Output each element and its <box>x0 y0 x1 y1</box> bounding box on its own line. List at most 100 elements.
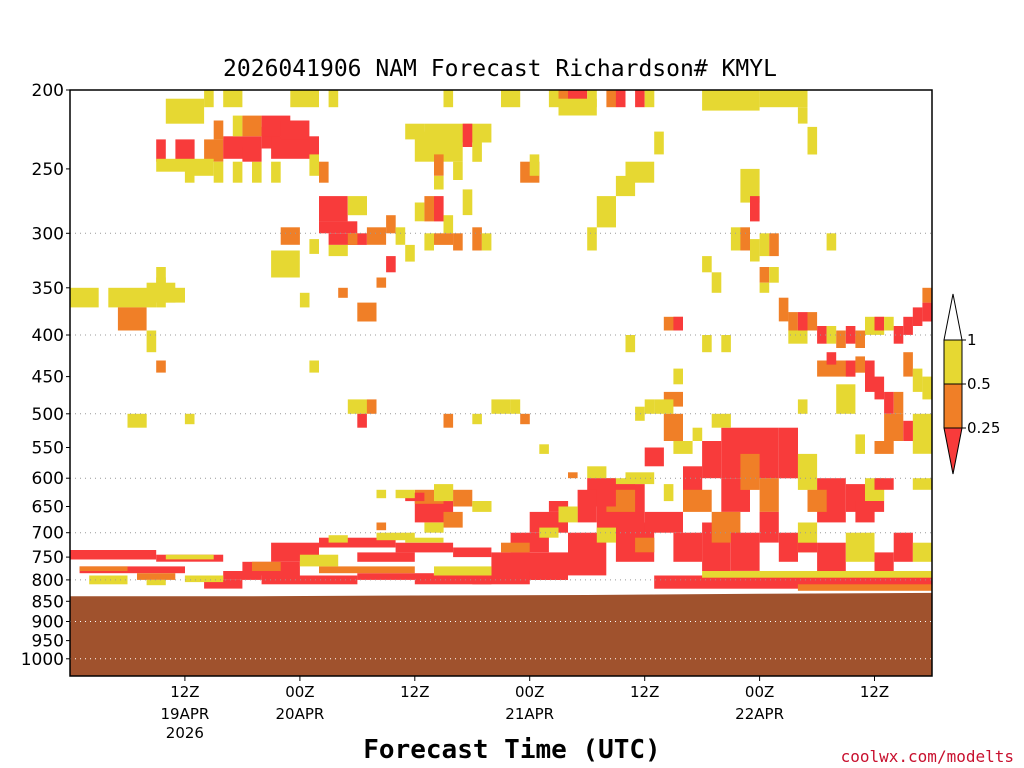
ri-cell-yellow <box>501 90 521 108</box>
x-axis-title: Forecast Time (UTC) <box>363 735 660 765</box>
ri-cell-yellow <box>596 196 616 228</box>
ri-cell-orange <box>807 312 818 331</box>
ri-cell-yellow <box>711 272 722 293</box>
ri-cell-red <box>759 511 779 543</box>
ri-cell-orange <box>347 233 358 245</box>
ri-cell-red <box>874 501 885 512</box>
ri-cell-red <box>280 120 310 140</box>
legend-arrow-bottom <box>943 427 963 475</box>
ri-cell-yellow <box>472 501 492 512</box>
ri-cell-orange <box>156 360 166 373</box>
ground-region <box>70 592 932 676</box>
ri-cell-yellow <box>213 161 224 183</box>
ri-cell-orange <box>903 352 913 377</box>
ri-cell-yellow <box>539 444 549 454</box>
ri-cell-yellow <box>127 413 147 428</box>
ri-cell-yellow <box>462 189 473 216</box>
ri-cell-yellow <box>663 484 674 502</box>
ri-cell-orange <box>759 478 779 512</box>
ri-cell-red <box>577 489 597 523</box>
y-tick-label: 900 <box>32 613 64 633</box>
ri-cell-orange <box>520 413 530 425</box>
ri-cell-orange <box>434 233 454 245</box>
ri-cell-yellow <box>184 161 195 183</box>
ri-cell-red <box>70 550 157 560</box>
ri-cell-orange <box>635 537 655 553</box>
ri-cell-yellow <box>453 161 463 180</box>
y-tick-label: 750 <box>32 548 64 568</box>
ri-cell-orange <box>357 302 377 322</box>
ri-cell-yellow <box>654 399 674 414</box>
ri-cell-orange <box>117 307 147 331</box>
ri-cell-red <box>730 532 760 571</box>
ri-cell-red <box>414 575 492 585</box>
ri-cell-red <box>797 312 808 331</box>
ri-cell-yellow <box>702 256 712 273</box>
ri-cell-red <box>319 537 396 548</box>
credit-text: coolwx.com/modelts <box>841 747 1014 766</box>
ri-cell-red <box>893 326 904 344</box>
ri-cell-yellow <box>625 335 636 353</box>
ri-cell-yellow <box>271 161 281 183</box>
ri-cell-yellow <box>596 527 616 543</box>
x-tick-label: 12Z <box>400 683 429 701</box>
ri-cell-red <box>922 302 932 322</box>
ri-cell-yellow <box>615 175 636 197</box>
ri-cell-yellow <box>299 554 339 567</box>
ri-cell-red <box>826 352 837 365</box>
ri-cell-yellow <box>146 579 166 586</box>
ri-cell-yellow <box>826 326 837 344</box>
legend-label: 1 <box>967 331 977 349</box>
ri-cell-yellow <box>290 90 319 108</box>
ri-cell-yellow <box>635 406 645 421</box>
ri-cell-yellow <box>769 267 779 283</box>
legend-label: 0.5 <box>967 375 991 393</box>
ri-cell-orange <box>338 287 348 298</box>
ri-cell-red <box>817 326 827 344</box>
ri-cell-orange <box>79 566 128 571</box>
ri-cell-red <box>778 427 798 479</box>
ri-cell-yellow <box>414 202 425 222</box>
ri-cell-yellow <box>759 90 808 108</box>
ri-cell-red <box>319 196 348 222</box>
ri-cell-orange <box>376 277 387 288</box>
ri-cell-yellow <box>405 123 425 140</box>
x-tick-label: 12Z <box>170 683 199 701</box>
ri-cell-red <box>635 90 645 108</box>
ri-cell-yellow <box>424 522 444 533</box>
y-axis: 200 250 300 350 400 450 500 550 600 650 700 750 8008… <box>21 81 70 670</box>
ri-cell-orange <box>740 453 760 490</box>
ri-cell-yellow <box>328 535 348 543</box>
ri-cell-orange <box>558 90 569 108</box>
ri-cell-yellow <box>232 161 243 183</box>
ri-cell-yellow <box>443 215 454 234</box>
y-tick-label: 450 <box>32 368 64 388</box>
legend-swatch-1 <box>943 383 963 429</box>
ri-cell-yellow <box>836 384 856 414</box>
ri-cell-red <box>903 316 913 335</box>
ri-cell-red <box>261 575 358 585</box>
ri-cell-orange <box>252 561 281 571</box>
ri-cell-yellow <box>481 233 492 251</box>
ri-cell-yellow <box>587 227 597 251</box>
ri-cell-yellow <box>89 575 128 585</box>
ri-cell-yellow <box>204 90 214 108</box>
ri-cell-red <box>242 147 262 162</box>
ri-cell-yellow <box>328 90 339 108</box>
y-tick-label: 650 <box>32 498 64 518</box>
ri-cell-red <box>453 547 492 558</box>
y-tick-label: 400 <box>32 326 64 346</box>
ri-cell-red <box>548 501 569 512</box>
ri-cell-red <box>903 420 913 441</box>
ri-cell-yellow <box>328 244 348 257</box>
ri-cell-yellow <box>797 399 808 414</box>
ri-cell-orange <box>788 312 798 331</box>
ri-cell-yellow <box>165 98 205 124</box>
ri-cell-yellow <box>309 154 319 176</box>
ri-cell-yellow <box>108 287 157 308</box>
ri-cell-orange <box>453 233 463 251</box>
ri-cell-yellow <box>721 335 731 353</box>
ri-cell-orange <box>443 511 463 528</box>
legend-arrow-top <box>943 293 963 341</box>
